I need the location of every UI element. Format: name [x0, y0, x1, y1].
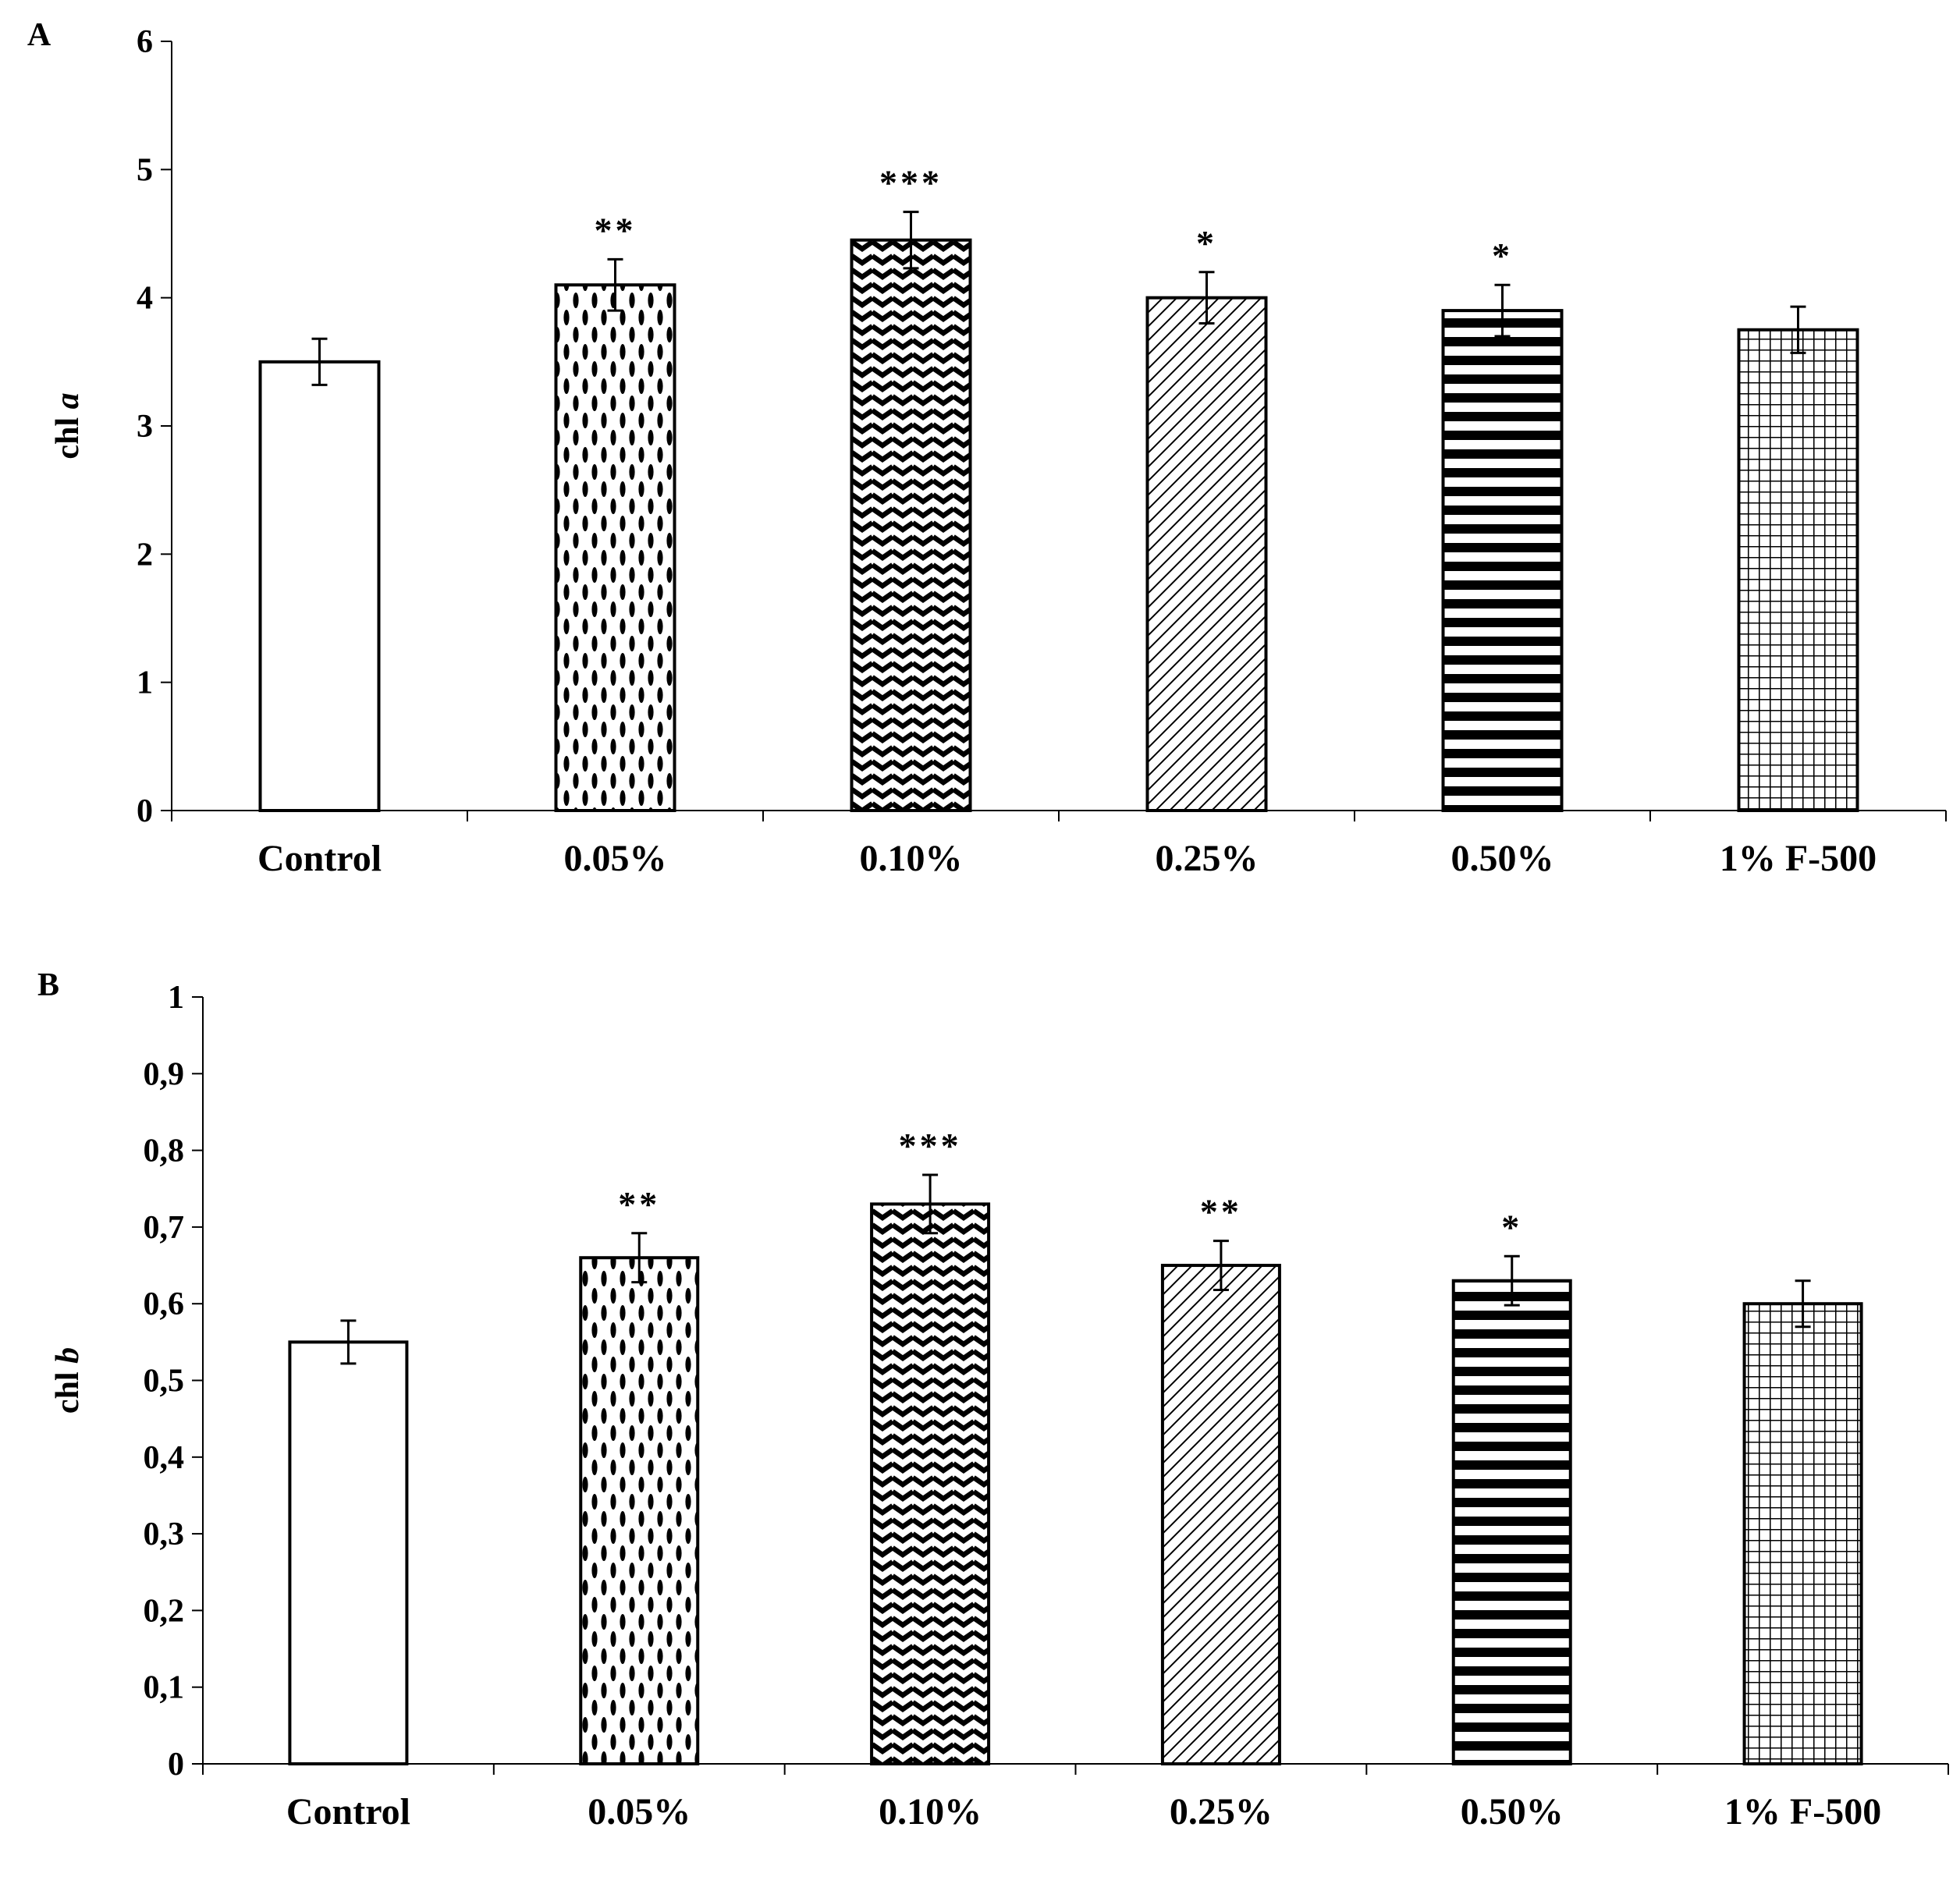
y-tick-label: 3 [137, 409, 153, 445]
y-tick-label: 0,2 [144, 1593, 185, 1629]
y-axis-label: chl b [50, 1347, 86, 1414]
x-tick-label: 0.05% [564, 838, 667, 879]
significance-label: * [1196, 223, 1217, 263]
significance-label: * [1501, 1207, 1522, 1247]
y-tick-label: 0,7 [144, 1210, 185, 1246]
bar [1742, 1302, 1863, 1765]
x-tick-label: 0.50% [1461, 1791, 1564, 1832]
x-tick-label: 0.50% [1451, 838, 1554, 879]
y-axis-label-main: chl [50, 409, 86, 459]
bar [1441, 309, 1564, 813]
y-tick-label: 4 [137, 281, 153, 317]
x-tick-label: 0.10% [879, 1791, 982, 1832]
bar [258, 360, 381, 813]
bar [1451, 1279, 1572, 1765]
panel-label: A [27, 17, 51, 53]
x-tick-label: 1% F-500 [1720, 838, 1877, 879]
y-tick-label: 2 [137, 537, 153, 573]
y-axis-label-main: chl [50, 1364, 86, 1414]
significance-label: *** [899, 1126, 962, 1165]
x-tick-label: Control [257, 838, 382, 879]
bar [850, 238, 972, 812]
panel-a: A 0 1 2 3 4 5 6 chl a Control ** 0.05% *** 0.10% * 0.25… [27, 17, 1947, 879]
x-tick-label: 0.10% [860, 838, 963, 879]
panel-b: B 0 0,1 0,2 0,3 0,4 0,5 0,6 0,7 0,8 0,9 1 chl b Contr… [37, 967, 1949, 1832]
bar [554, 283, 676, 812]
x-tick-label: 1% F-500 [1724, 1791, 1881, 1832]
y-tick-label: 0 [168, 1747, 184, 1783]
significance-label: ** [1200, 1192, 1242, 1232]
bar [1737, 328, 1859, 812]
y-axis-label-italic: a [50, 392, 86, 409]
significance-label: ** [618, 1184, 660, 1224]
x-tick-label: 0.05% [588, 1791, 691, 1832]
significance-label: * [1492, 236, 1513, 275]
y-axis-label: chl a [50, 392, 86, 459]
x-tick-label: 0.25% [1170, 1791, 1273, 1832]
x-tick-label: Control [286, 1791, 410, 1832]
y-tick-label: 0,1 [144, 1670, 185, 1706]
y-tick-label: 1 [137, 665, 153, 701]
y-tick-label: 6 [137, 24, 153, 60]
y-tick-label: 0,6 [144, 1286, 185, 1322]
panel-label: B [37, 967, 59, 1003]
significance-label: ** [595, 210, 637, 250]
y-tick-label: 0 [137, 793, 153, 829]
y-tick-label: 0,9 [144, 1056, 185, 1092]
bar [579, 1256, 700, 1765]
bar [1160, 1264, 1281, 1766]
significance-label: *** [879, 163, 943, 203]
y-tick-label: 0,4 [144, 1440, 185, 1476]
bar [1145, 296, 1268, 812]
y-axis-label-italic: b [50, 1347, 86, 1364]
x-tick-label: 0.25% [1156, 838, 1259, 879]
y-tick-label: 0,3 [144, 1517, 185, 1552]
y-tick-label: 5 [137, 152, 153, 188]
y-tick-label: 0,5 [144, 1364, 185, 1400]
y-tick-label: 1 [168, 980, 184, 1016]
bar [288, 1340, 409, 1765]
y-tick-label: 0,8 [144, 1134, 185, 1169]
bar [870, 1202, 991, 1766]
